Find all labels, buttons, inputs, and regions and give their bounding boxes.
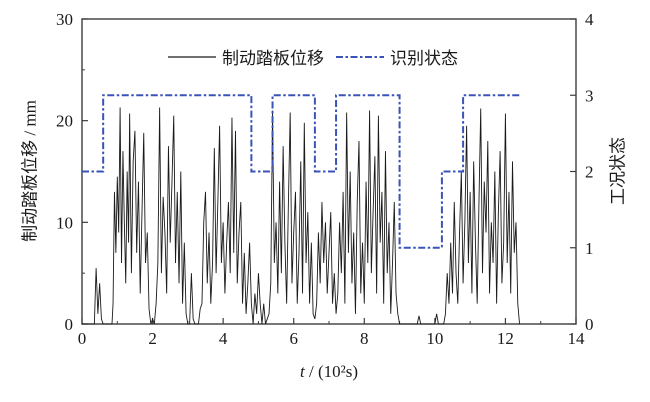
y-left-tick-label: 0 [65, 315, 74, 334]
x-axis-label-t: t [300, 362, 305, 381]
y-right-tick-label: 3 [585, 86, 594, 105]
y-right-tick-label: 4 [585, 10, 594, 29]
state-line-sample-icon [336, 55, 384, 58]
x-tick-label: 6 [289, 329, 298, 348]
x-axis-label-unit: / (10²s) [304, 362, 358, 381]
y-right-tick-label: 1 [585, 239, 594, 258]
legend-label-state: 识别状态 [390, 49, 458, 68]
y-axis-label-left: 制动踏板位移 / mm [20, 100, 40, 242]
x-axis-label: t / (10²s) [300, 362, 358, 382]
recognition-state-line [82, 94, 520, 249]
x-tick-label: 2 [148, 329, 157, 348]
y-left-tick-label: 20 [56, 112, 73, 131]
pedal-line-sample-icon [168, 55, 216, 58]
y-left-tick-label: 30 [56, 10, 73, 29]
x-tick-label: 10 [426, 329, 443, 348]
x-tick-label: 4 [219, 329, 228, 348]
x-tick-label: 12 [497, 329, 514, 348]
y-right-tick-label: 0 [585, 315, 594, 334]
legend-item-pedal: 制动踏板位移 [168, 44, 324, 69]
y-axis-label-right: 工况状态 [608, 137, 628, 205]
x-tick-label: 14 [568, 329, 586, 348]
legend-label-pedal: 制动踏板位移 [222, 49, 324, 68]
y-right-tick-label: 2 [585, 163, 594, 182]
legend-item-state: 识别状态 [336, 44, 458, 69]
legend: 制动踏板位移 识别状态 [168, 44, 458, 69]
x-tick-label: 8 [360, 329, 369, 348]
pedal-displacement-line [82, 107, 520, 325]
x-tick-label: 0 [78, 329, 87, 348]
y-left-tick-label: 10 [56, 213, 73, 232]
